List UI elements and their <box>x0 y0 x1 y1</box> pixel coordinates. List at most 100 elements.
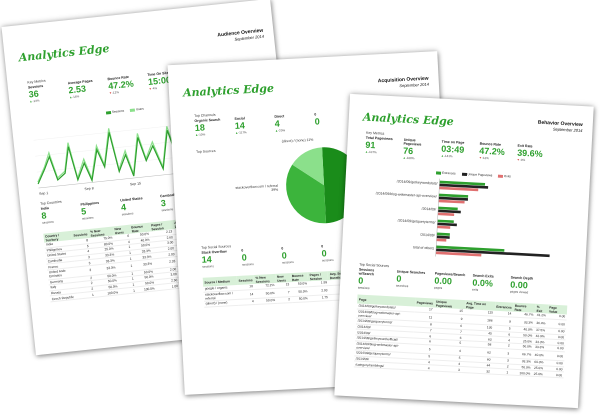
table-cell: 50.0% <box>255 297 277 305</box>
country-philippines: Philippines 5 sessions <box>80 200 100 221</box>
report-title: Acquisition Overview September 2014 <box>377 75 430 89</box>
social-empty-1: 0 0 sessions <box>241 248 254 267</box>
table-cell: 2 <box>276 296 292 304</box>
bar-exits <box>436 238 447 242</box>
metric-sessions-with-search: Sessions w/Search 0 sessions <box>357 267 375 291</box>
country-india: India 8 sessions <box>40 206 55 225</box>
table-cell: 25.0% <box>531 370 545 377</box>
table-cell: 1 <box>491 368 510 375</box>
pie-slice-direct <box>292 147 325 186</box>
bar-unique-pageviews <box>439 183 489 189</box>
table-cell: 100.0% <box>136 285 157 293</box>
bar-category-label: /2014/09/ <box>421 206 437 212</box>
bar-entrances <box>436 245 505 252</box>
top-sources-label: Top Sources <box>196 148 216 154</box>
column-header: % Exit <box>534 303 548 314</box>
metric-pageviews-per-search: Pageviews/Search 0.00 pages <box>433 271 466 290</box>
sessions-line <box>37 130 184 185</box>
legend-exits: Exits <box>498 174 511 178</box>
bar-category-label: /2014/09/getkeywordstats/ <box>396 179 438 186</box>
bar-exits <box>435 251 482 257</box>
bar-entrances <box>436 232 450 236</box>
search-metrics: Sessions w/Search 0 sessions Unique Search… <box>358 268 541 299</box>
bar-entrances <box>439 180 486 186</box>
legend-sessions: Sessions <box>105 109 124 115</box>
social-stack-overflow: Stack Overflow 14 sessions <box>201 249 227 269</box>
bar-category-label: /2014/09/ <box>420 232 435 238</box>
metric-search-exits: Search Exits 0.0% exits <box>471 273 494 292</box>
sessions-line-chart <box>33 124 188 189</box>
bar-exits <box>438 199 465 204</box>
table-cell: 1.00 <box>155 282 180 291</box>
table-cell: 100.0% <box>509 369 532 377</box>
brand-logo: Analytics Edge <box>362 110 455 129</box>
report-title: Behavior Overview September 2014 <box>537 119 583 134</box>
pie-label-stackoverflow: stackoverflow.com / referral 39% <box>235 183 279 193</box>
table-cell: 1.75 <box>309 294 330 302</box>
bar-unique-pageviews <box>437 222 457 227</box>
bar-unique-pageviews <box>438 196 469 201</box>
bar-entrances <box>438 193 469 198</box>
pages-bar-chart <box>435 178 550 258</box>
metric-unique-searches: Unique Searches 0 searches <box>395 269 426 289</box>
bar-unique-pageviews <box>435 248 550 258</box>
table-cell: (direct) / (none) <box>203 299 239 307</box>
table-cell: 1 <box>78 291 96 299</box>
bar-entrances <box>437 219 454 224</box>
metric-search-depth: Search Depth 0.00 pages viewed <box>509 275 534 295</box>
table-cell: 3 <box>430 365 462 373</box>
legend-unique-pageviews: Unique Pageviews <box>461 172 492 177</box>
bar-unique-pageviews <box>436 235 450 239</box>
bar-entrances <box>438 206 458 211</box>
sources-table: Source / Medium Sessions% New Sessions New… <box>202 269 355 308</box>
x-tick: Sep 15 <box>129 181 142 187</box>
pie-slice-stackoverflow <box>286 164 327 224</box>
column-header: Page Value <box>547 304 568 315</box>
table-cell: 32 <box>461 366 492 375</box>
report-title: Audience Overview September 2014 <box>217 27 265 42</box>
brand-logo: Analytics Edge <box>18 41 110 65</box>
bar-exits <box>437 225 451 229</box>
country-united-states: United States 4 sessions <box>120 196 143 217</box>
users-line <box>37 126 184 183</box>
audience-overview-page: Analytics Edge Audience Overview Septemb… <box>1 0 305 356</box>
brand-logo: Analytics Edge <box>182 81 275 100</box>
behavior-overview-page: Analytics Edge Behavior Overview Septemb… <box>334 93 594 409</box>
table-cell: 1 <box>119 287 137 295</box>
legend-entrances: Entrances <box>435 170 456 175</box>
table-cell: 100.0% <box>94 288 120 298</box>
table-cell: 4 <box>411 364 432 371</box>
bar-chart-categories: /2014/09/getkeywordstats/ /2014/09/blog-w… <box>356 174 438 250</box>
bar-chart-legend: Entrances Unique Pageviews Exits <box>435 170 511 178</box>
table-cell: 0.00 <box>544 371 564 378</box>
table-cell: 50.0% <box>291 295 310 303</box>
table-cell: 4 <box>238 298 256 306</box>
bar-exits <box>437 212 455 217</box>
bar-unique-pageviews <box>437 209 461 214</box>
social-empty-2: 0 0 sessions <box>281 246 294 265</box>
bar-chart-axis <box>435 178 440 257</box>
bar-exits <box>439 186 479 192</box>
bar-category-label: total of others <box>412 245 435 251</box>
bar-category-label: /2014/09/getqueryterms/ <box>397 218 436 225</box>
legend-users: Users <box>129 107 144 112</box>
pages-table: Page Pageviews Unique Pageviews Avg. Time o… <box>353 294 568 378</box>
bar-category-label: /2014/09/blog-webmaster-api-overview/ <box>375 191 437 199</box>
pie-label-direct: (direct) / (none) 11% <box>281 137 314 144</box>
x-tick: Sep 1 <box>38 191 49 196</box>
